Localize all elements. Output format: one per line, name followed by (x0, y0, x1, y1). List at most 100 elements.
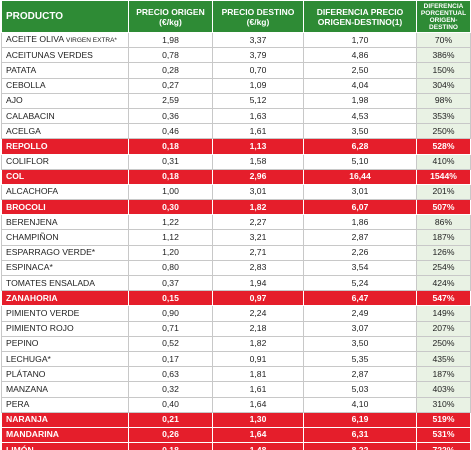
cell-diferencia: 1,98 (303, 92, 417, 109)
table-row: ESPINACA* 0,80 2,83 3,54 254% (1, 259, 471, 277)
cell-porcentaje: 507% (416, 199, 471, 216)
cell-porcentaje: 403% (416, 381, 471, 398)
table-row: PEPINO 0,52 1,82 3,50 250% (1, 335, 471, 352)
cell-precio-destino: 1,64 (212, 396, 304, 413)
producto-name: CHAMPIÑON (6, 232, 59, 243)
cell-diferencia: 2,50 (303, 62, 417, 79)
cell-precio-origen: 0,30 (128, 199, 213, 216)
cell-precio-destino: 1,09 (212, 77, 304, 94)
cell-producto: COLIFLOR (1, 153, 129, 170)
table-row: COL 0,18 2,96 16,44 1544% (1, 168, 471, 185)
producto-qualifier: VIRGEN EXTRA* (66, 37, 117, 45)
cell-precio-destino: 1,81 (212, 366, 304, 383)
table-row: BROCOLI 0,30 1,82 6,07 507% (1, 199, 471, 216)
cell-precio-destino: 2,27 (212, 214, 304, 231)
table-row: BERENJENA 1,22 2,27 1,86 86% (1, 214, 471, 231)
producto-name: PIMIENTO ROJO (6, 323, 74, 334)
cell-producto: ACEITE OLIVA VIRGEN EXTRA* (1, 31, 129, 49)
cell-precio-destino: 2,24 (212, 305, 304, 322)
cell-precio-origen: 1,98 (128, 31, 213, 49)
header-producto: PRODUCTO (1, 0, 129, 33)
producto-name: ZANAHORIA (6, 292, 58, 303)
table-row: PLÁTANO 0,63 1,81 2,87 187% (1, 366, 471, 383)
cell-precio-destino: 1,82 (212, 335, 304, 352)
cell-producto: PEPINO (1, 335, 129, 352)
table-row: ZANAHORIA 0,15 0,97 6,47 547% (1, 290, 471, 307)
cell-producto: REPOLLO (1, 138, 129, 155)
cell-porcentaje: 254% (416, 259, 471, 277)
table-row: PATATA 0,28 0,70 2,50 150% (1, 62, 471, 79)
cell-precio-destino: 5,12 (212, 92, 304, 109)
header-diferencia-precio: DIFERENCIA PRECIO ORIGEN-DESTINO(1) (303, 0, 417, 33)
cell-producto: CHAMPIÑON (1, 229, 129, 246)
cell-porcentaje: 353% (416, 107, 471, 125)
producto-name: BERENJENA (6, 216, 58, 227)
table-row: ALCACHOFA 1,00 3,01 3,01 201% (1, 183, 471, 201)
producto-name: BROCOLI (6, 201, 46, 212)
table-header: PRODUCTO PRECIO ORIGEN (€/kg) PRECIO DES… (1, 0, 471, 33)
cell-producto: COL (1, 168, 129, 185)
cell-precio-destino: 2,96 (212, 168, 304, 185)
cell-diferencia: 4,04 (303, 77, 417, 94)
cell-diferencia: 8,22 (303, 442, 417, 450)
cell-diferencia: 5,03 (303, 381, 417, 398)
producto-name: NARANJA (6, 414, 49, 425)
cell-precio-origen: 1,22 (128, 214, 213, 231)
cell-porcentaje: 250% (416, 123, 471, 140)
cell-producto: MANDARINA (1, 426, 129, 444)
producto-name: COLIFLOR (6, 156, 49, 167)
cell-precio-origen: 0,32 (128, 381, 213, 398)
cell-diferencia: 5,35 (303, 350, 417, 368)
cell-producto: PIMIENTO VERDE (1, 305, 129, 322)
producto-name: LIMÓN (6, 444, 34, 450)
table-row: LIMÓN 0,18 1,48 8,22 722% (1, 442, 471, 450)
cell-precio-origen: 0,18 (128, 138, 213, 155)
producto-name: MANZANA (6, 383, 49, 394)
cell-precio-destino: 1,30 (212, 411, 304, 428)
table-row: REPOLLO 0,18 1,13 6,28 528% (1, 138, 471, 155)
cell-porcentaje: 547% (416, 290, 471, 307)
cell-diferencia: 4,10 (303, 396, 417, 413)
producto-name: ACEITE OLIVA (6, 34, 67, 45)
cell-precio-origen: 0,18 (128, 168, 213, 185)
cell-producto: CALABACIN (1, 107, 129, 125)
cell-precio-destino: 0,70 (212, 62, 304, 79)
cell-producto: LECHUGA* (1, 350, 129, 368)
cell-porcentaje: 424% (416, 274, 471, 292)
table-row: COLIFLOR 0,31 1,58 5,10 410% (1, 153, 471, 170)
cell-porcentaje: 1544% (416, 168, 471, 185)
cell-precio-origen: 0,46 (128, 123, 213, 140)
cell-producto: PERA (1, 396, 129, 413)
producto-name: ALCACHOFA (6, 186, 59, 197)
producto-name: PLÁTANO (6, 368, 46, 379)
cell-diferencia: 4,86 (303, 47, 417, 64)
table-row: MANZANA 0,32 1,61 5,03 403% (1, 381, 471, 398)
cell-diferencia: 2,87 (303, 229, 417, 246)
cell-precio-destino: 1,58 (212, 153, 304, 170)
cell-precio-destino: 2,71 (212, 244, 304, 261)
cell-diferencia: 4,53 (303, 107, 417, 125)
header-precio-origen: PRECIO ORIGEN (€/kg) (128, 0, 213, 33)
cell-precio-origen: 1,12 (128, 229, 213, 246)
producto-name: ACEITUNAS VERDES (6, 49, 93, 60)
cell-precio-destino: 1,48 (212, 442, 304, 450)
producto-name: CALABACIN (6, 110, 55, 121)
cell-porcentaje: 207% (416, 320, 471, 337)
cell-precio-destino: 1,13 (212, 138, 304, 155)
cell-producto: BERENJENA (1, 214, 129, 231)
table-row: ACEITE OLIVA VIRGEN EXTRA* 1,98 3,37 1,70 70… (1, 31, 471, 49)
producto-name: PERA (6, 399, 30, 410)
cell-diferencia: 3,01 (303, 183, 417, 201)
cell-porcentaje: 201% (416, 183, 471, 201)
cell-precio-destino: 2,18 (212, 320, 304, 337)
cell-precio-origen: 0,63 (128, 366, 213, 383)
cell-diferencia: 2,87 (303, 366, 417, 383)
cell-porcentaje: 410% (416, 153, 471, 170)
producto-name: CEBOLLA (6, 80, 46, 91)
cell-diferencia: 5,24 (303, 274, 417, 292)
cell-precio-destino: 1,61 (212, 123, 304, 140)
cell-porcentaje: 70% (416, 31, 471, 49)
cell-precio-destino: 0,91 (212, 350, 304, 368)
table-row: LECHUGA* 0,17 0,91 5,35 435% (1, 350, 471, 368)
